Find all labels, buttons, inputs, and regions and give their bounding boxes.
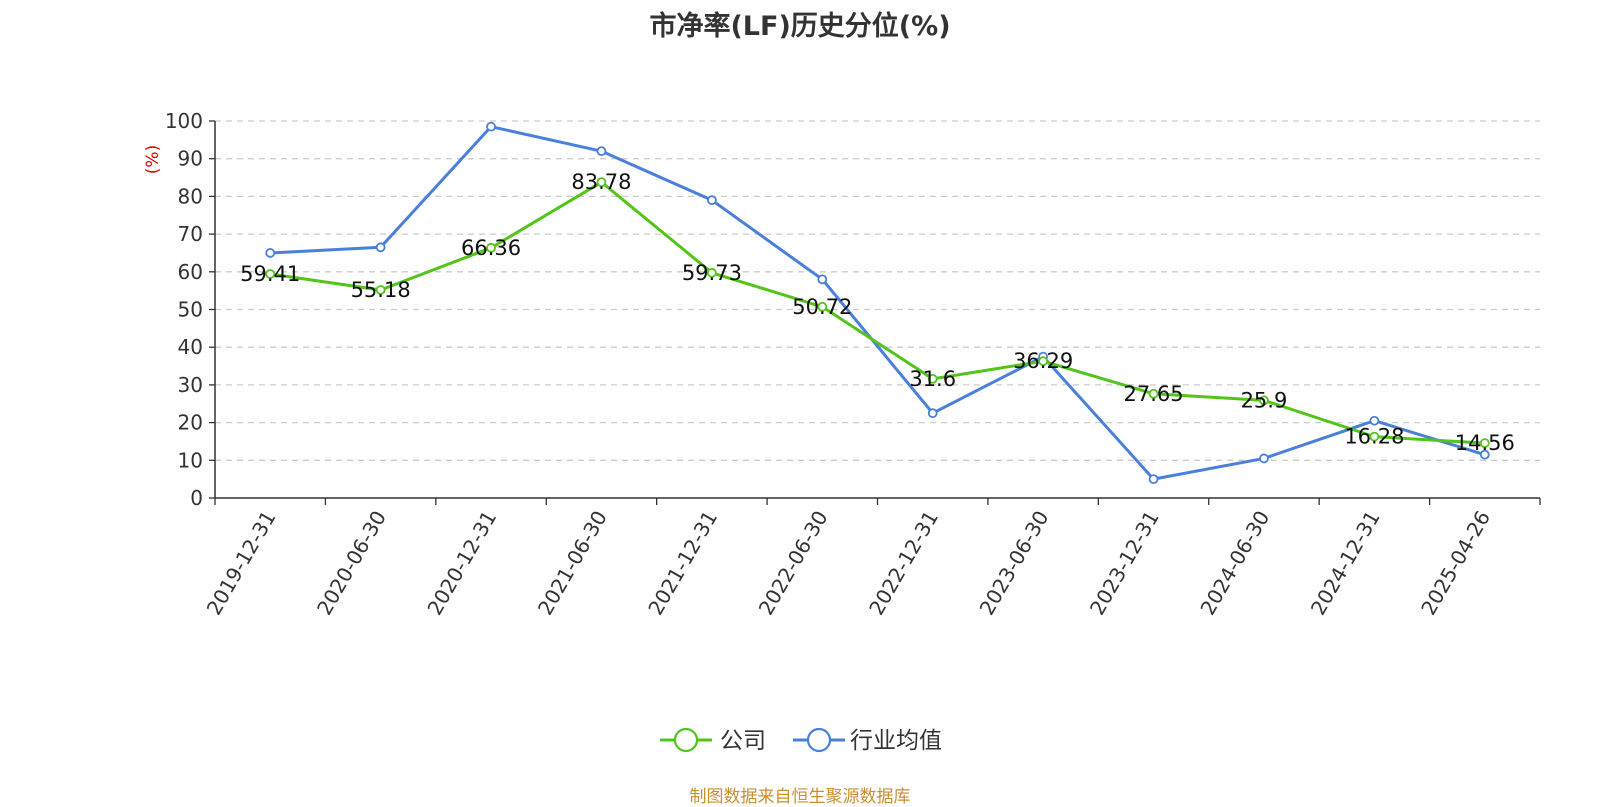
x-tick-label: 2023-06-30 [975, 507, 1054, 620]
y-axis-ticks: 0 10 20 30 40 50 60 70 80 90 100 [165, 109, 203, 510]
x-tick-label: 2021-06-30 [533, 507, 612, 620]
data-point[interactable] [486, 242, 496, 253]
data-label: 36.29 [1013, 349, 1073, 373]
data-point[interactable] [927, 373, 938, 384]
data-label: 59.41 [240, 262, 300, 286]
data-label: 27.65 [1123, 382, 1183, 406]
data-label: 66.36 [461, 236, 521, 260]
data-point[interactable] [265, 269, 276, 279]
y-tick-label: 100 [165, 109, 203, 133]
data-point[interactable] [1259, 395, 1269, 406]
data-label: 83.78 [571, 170, 631, 194]
y-tick-label: 70 [178, 222, 203, 246]
data-point[interactable] [706, 195, 717, 206]
data-point[interactable] [1148, 474, 1159, 485]
data-label: 16.28 [1344, 425, 1404, 449]
y-tick-label: 40 [178, 335, 203, 359]
data-label: 55.18 [351, 278, 411, 302]
y-tick-label: 0 [190, 486, 203, 510]
data-point[interactable] [1259, 453, 1269, 464]
x-axis-ticks: 2019-12-31 2020-06-30 2020-12-31 2021-06-30… [202, 506, 1495, 619]
legend[interactable]: 公司 行业均值 [660, 727, 942, 754]
data-label: 50.72 [792, 295, 852, 319]
data-point[interactable] [817, 274, 828, 285]
data-point[interactable] [1479, 438, 1490, 449]
legend-marker[interactable] [806, 727, 832, 753]
x-tick-label: 2023-12-31 [1085, 507, 1164, 620]
data-point[interactable] [1148, 388, 1159, 399]
x-tick-label: 2022-06-30 [754, 507, 833, 620]
data-point[interactable] [706, 267, 717, 278]
data-labels: 59.41 55.18 66.36 83.78 59.73 50.72 31.6 36.29 2… [240, 170, 1515, 455]
data-point[interactable] [927, 408, 938, 419]
x-tick-label: 2022-12-31 [864, 506, 943, 619]
data-point[interactable] [596, 146, 607, 157]
y-tick-label: 20 [178, 411, 203, 435]
data-label: 59.73 [682, 261, 742, 285]
y-tick-label: 30 [178, 373, 203, 397]
data-label: 25.9 [1241, 388, 1288, 412]
y-tick-label: 50 [178, 298, 203, 322]
x-tick-label: 2025-04-26 [1416, 507, 1495, 620]
legend-item-label[interactable]: 公司 [720, 728, 766, 754]
y-tick-label: 10 [178, 448, 203, 472]
data-point[interactable] [486, 121, 496, 132]
y-tick-label: 60 [178, 260, 203, 284]
x-tick-label: 2024-06-30 [1195, 507, 1274, 620]
data-point[interactable] [265, 248, 276, 258]
source-note: 制图数据来自恒生聚源数据库 [689, 787, 911, 807]
data-point[interactable] [375, 285, 386, 295]
legend-marker[interactable] [673, 727, 699, 753]
series-group [265, 121, 1490, 485]
data-point[interactable] [1369, 415, 1380, 426]
series-line-1 [270, 125, 1486, 481]
x-tick-label: 2024-12-31 [1306, 507, 1385, 620]
data-point[interactable] [596, 177, 607, 188]
grid-lines [215, 120, 1540, 461]
data-label: 31.6 [909, 367, 956, 391]
x-tick-label: 2021-12-31 [643, 507, 722, 620]
x-tick-label: 2019-12-31 [202, 507, 281, 620]
axes [209, 120, 1541, 505]
data-label: 14.56 [1455, 431, 1515, 455]
data-point[interactable] [1038, 356, 1049, 367]
y-axis-label: (%) [143, 145, 163, 174]
data-point[interactable] [817, 301, 828, 312]
data-point[interactable] [375, 242, 386, 253]
data-point[interactable] [1369, 431, 1380, 442]
legend-item-label[interactable]: 行业均值 [850, 728, 942, 754]
chart-title: 市净率(LF)历史分位(%) [649, 11, 951, 42]
series-line-0 [269, 180, 1485, 445]
y-tick-label: 80 [178, 184, 203, 208]
x-tick-label: 2020-06-30 [312, 507, 391, 620]
x-tick-label: 2020-12-31 [422, 506, 501, 619]
data-point[interactable] [1479, 449, 1490, 460]
y-tick-label: 90 [178, 147, 203, 171]
